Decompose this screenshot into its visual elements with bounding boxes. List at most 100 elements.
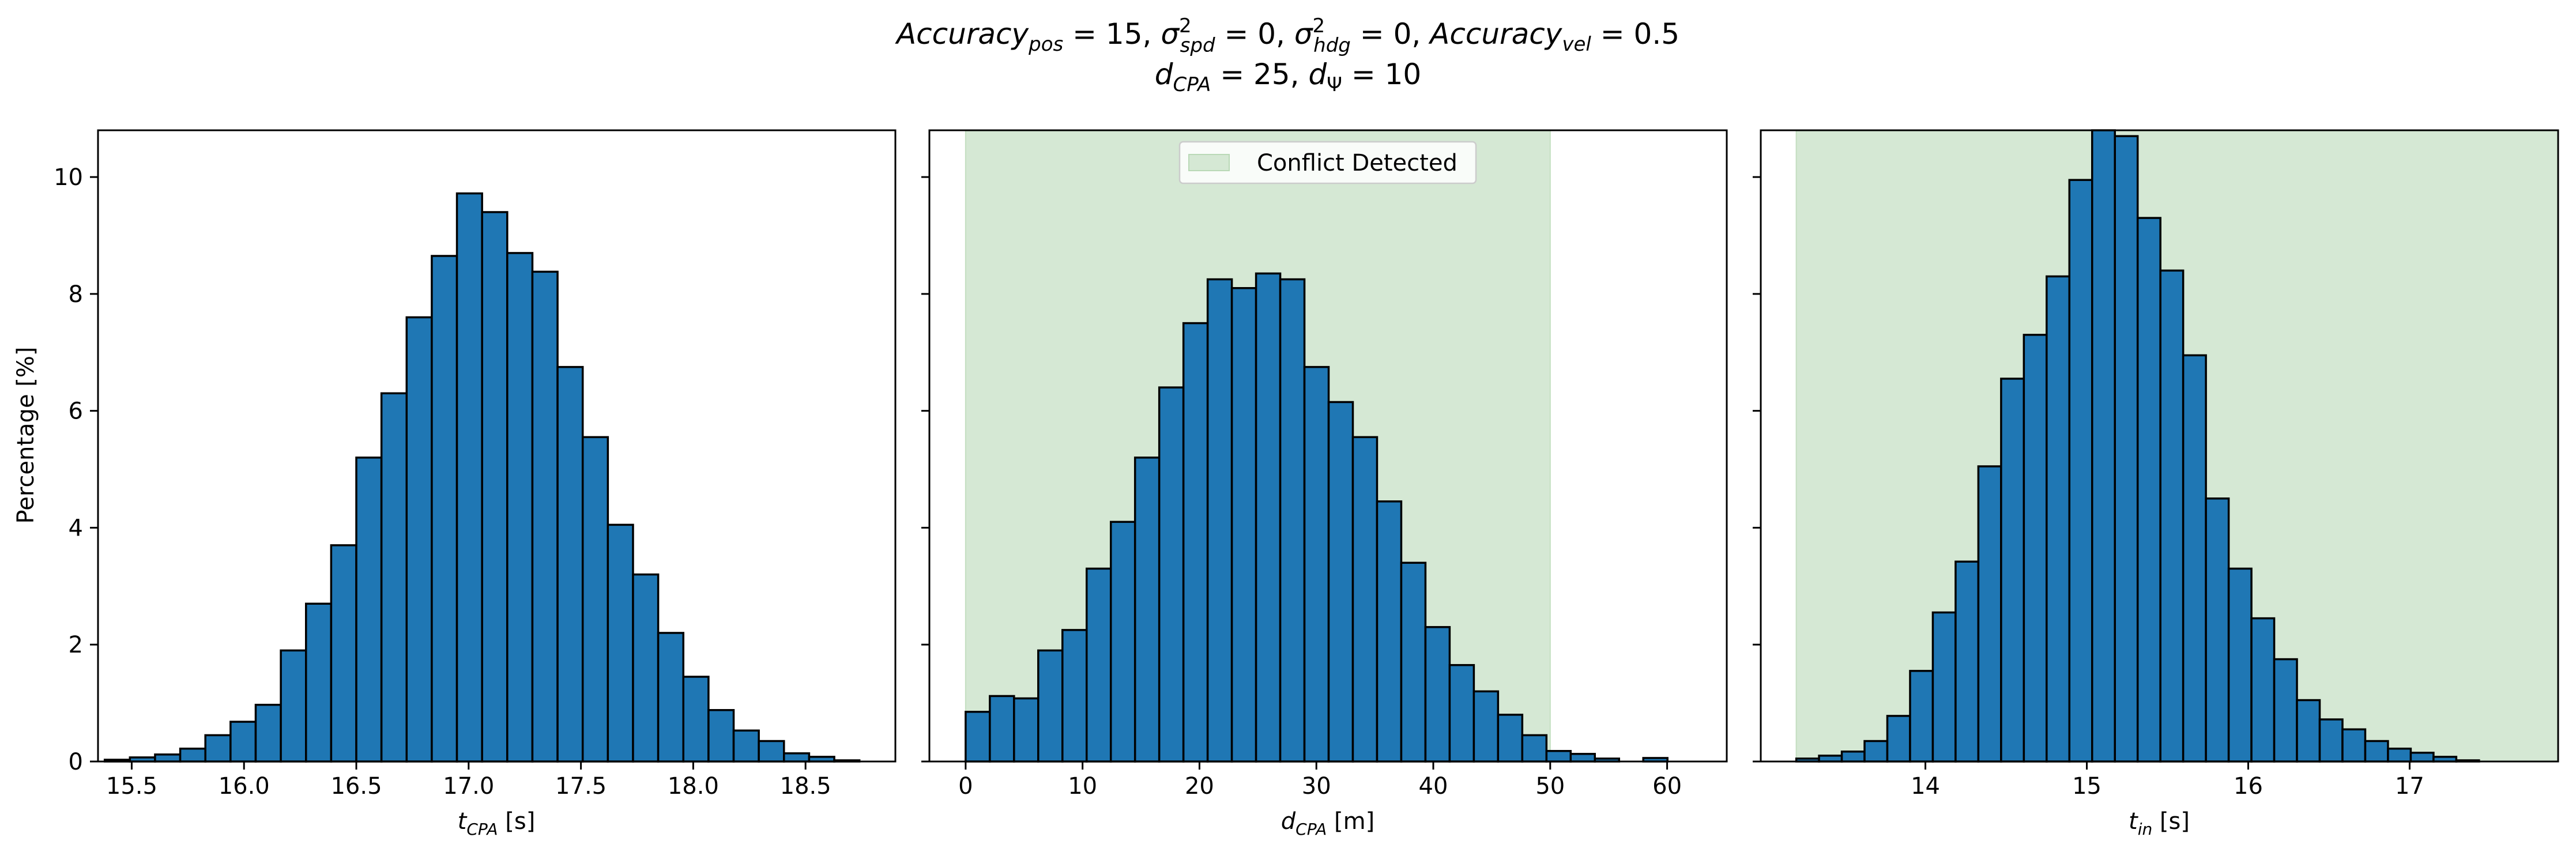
histogram-bar	[581, 436, 609, 763]
histogram-bar	[607, 523, 634, 763]
histogram-bar	[2205, 497, 2230, 763]
axis-ticks: 0 10 20 30 40 50 60	[921, 176, 1682, 800]
histogram-bar	[1279, 278, 1306, 763]
histogram-bar	[657, 632, 684, 763]
axes-frame	[928, 129, 1728, 763]
histogram-bar	[2000, 378, 2025, 763]
histogram-bar	[2273, 658, 2298, 763]
y-tick-label: 4	[69, 515, 83, 541]
histogram-bar	[1109, 521, 1136, 763]
histogram-bar	[2250, 617, 2276, 763]
x-tick-label: 15	[2072, 773, 2102, 800]
x-tick-label: 17.0	[443, 773, 494, 800]
y-tick-label: 8	[69, 281, 83, 308]
histogram-bar	[179, 747, 206, 763]
x-tick-label: 16.0	[219, 773, 270, 800]
panel-dcpa: 0 10 20 30 40 50 60 dCPA [m] Conflict Detected	[921, 129, 1728, 839]
histogram-bar	[556, 365, 584, 763]
histogram-bar	[1448, 663, 1475, 763]
histogram-bar	[2023, 334, 2048, 763]
histogram-bar	[1255, 272, 1282, 763]
x-tick-label: 17.5	[555, 773, 607, 800]
histogram-bar	[481, 211, 509, 763]
histogram-bar	[431, 255, 458, 763]
x-axis-label: tCPA [s]	[458, 808, 536, 839]
histogram-bar	[1327, 401, 1354, 763]
figure-title-line2: dCPA = 25, dΨ = 10	[1155, 58, 1421, 96]
histogram-bar	[2318, 718, 2344, 763]
histogram-bar	[1931, 611, 1957, 763]
histogram-bar	[1085, 567, 1112, 763]
histogram-bar	[204, 734, 232, 763]
histogram-bar	[254, 703, 282, 763]
histogram-bars	[1795, 129, 2480, 763]
histogram-bar	[2409, 752, 2435, 763]
legend: Conflict Detected	[1178, 141, 1477, 184]
y-axis-label: Percentage [%]	[13, 347, 39, 524]
histogram-bar	[632, 573, 660, 763]
histogram-bar	[707, 709, 735, 763]
x-tick-label: 0	[958, 773, 973, 800]
histogram-bar	[1521, 734, 1548, 763]
histogram-bar	[2068, 179, 2093, 763]
histogram-bar	[2091, 129, 2116, 763]
x-axis-label: tin [s]	[2129, 808, 2190, 839]
x-tick-label: 15.5	[106, 773, 157, 800]
histogram-bar	[1182, 322, 1209, 763]
histogram-bar	[2364, 740, 2389, 763]
histogram-bar	[1472, 690, 1500, 763]
histogram-bar	[965, 711, 991, 763]
histogram-bar	[1840, 751, 1866, 763]
histogram-bar	[1206, 278, 1233, 763]
x-tick-label: 17	[2395, 773, 2424, 800]
histogram-bar	[1376, 500, 1403, 763]
histogram-bar	[1400, 561, 1427, 763]
histogram-bar	[1230, 287, 1257, 763]
x-tick-label: 50	[1535, 773, 1565, 800]
histogram-bar	[1569, 753, 1596, 763]
histogram-bar	[304, 602, 333, 763]
x-tick-label: 16	[2234, 773, 2263, 800]
histogram-bar	[2159, 269, 2185, 763]
histogram-bars	[103, 192, 861, 763]
x-tick-label: 60	[1652, 773, 1682, 800]
histogram-bar	[2341, 728, 2367, 763]
histogram-bar	[2296, 699, 2321, 763]
histogram-bar	[1133, 457, 1161, 763]
histogram-bar	[380, 392, 408, 763]
histogram-bar	[2227, 567, 2253, 763]
histogram-bar	[355, 457, 383, 763]
histogram-bar	[280, 649, 307, 763]
histogram-bar	[783, 752, 811, 763]
histogram-bar	[2387, 747, 2412, 763]
histogram-bar	[2114, 135, 2139, 763]
x-tick-label: 16.5	[330, 773, 382, 800]
histogram-bar	[1061, 629, 1088, 763]
axes-frame	[1760, 129, 2559, 763]
axis-ticks: 15.5 16.0 16.5 17.0 17.5 18.0 18.5 0 2 4 6 8 10	[54, 164, 831, 800]
y-tick-label: 0	[69, 749, 83, 775]
x-tick-label: 18.0	[668, 773, 719, 800]
histogram-bar	[1424, 626, 1451, 763]
histogram-bar	[531, 270, 559, 763]
figure-title-line1: Accuracypos = 15, σ2 spd = 0, σ2 hdg = 0, …	[895, 14, 1679, 57]
histogram-bar	[1497, 714, 1524, 763]
x-tick-label: 30	[1302, 773, 1331, 800]
y-tick-label: 6	[69, 398, 83, 425]
x-tick-label: 40	[1419, 773, 1448, 800]
x-tick-label: 10	[1068, 773, 1097, 800]
histogram-bar	[506, 252, 534, 763]
x-tick-label: 20	[1185, 773, 1214, 800]
legend-label: Conflict Detected	[1257, 150, 1458, 176]
histogram-bar	[758, 740, 785, 763]
histogram-bar	[1863, 740, 1889, 763]
histogram-bar	[1303, 365, 1330, 763]
panel-tcpa: 15.5 16.0 16.5 17.0 17.5 18.0 18.5 0 2 4 6 8 10 tCPA…	[54, 129, 897, 839]
histogram-bar	[2136, 217, 2161, 763]
histogram-bar	[1818, 755, 1843, 763]
histogram-bar	[1954, 560, 1980, 763]
axes-frame	[97, 129, 897, 763]
histogram-bar	[732, 729, 760, 763]
x-axis-label: dCPA [m]	[1281, 808, 1374, 839]
